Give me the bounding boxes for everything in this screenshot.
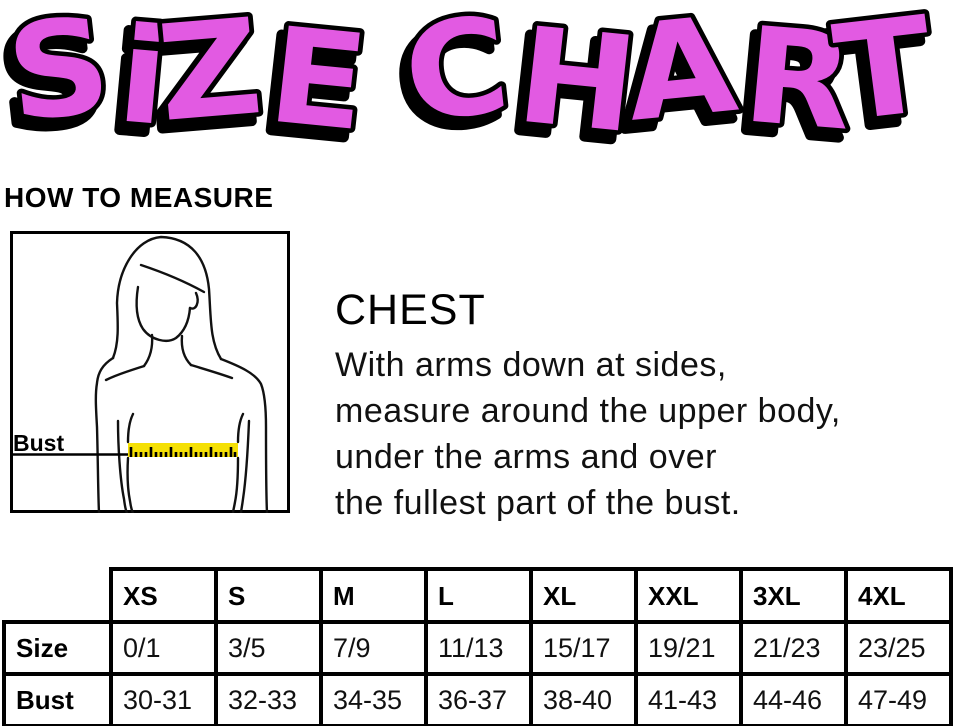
table-cell: 0/1 [109, 620, 218, 676]
hair-outline [111, 235, 223, 361]
arm-outer-right [219, 357, 269, 513]
table-cell: 47-49 [844, 672, 953, 726]
row-label-bust: Bust [2, 672, 113, 726]
how-to-measure-heading: HOW TO MEASURE [4, 182, 274, 213]
col-header-xxl: XXL [634, 567, 743, 624]
col-header-m: M [319, 567, 428, 624]
table-cell: 7/9 [319, 620, 428, 676]
row-label-size: Size [2, 620, 113, 676]
table-cell: 15/17 [529, 620, 638, 676]
col-header-xl: XL [529, 567, 638, 624]
measure-figure: Bust [10, 231, 290, 513]
clavicle-right [189, 363, 234, 380]
arm-inner-left [116, 419, 129, 513]
table-row-size: Size 0/1 3/5 7/9 11/13 15/17 19/21 21/23… [2, 620, 953, 676]
face-outline [135, 285, 192, 342]
table-cell: 21/23 [739, 620, 848, 676]
fringe-line [139, 263, 206, 294]
bust-label: Bust [13, 430, 64, 456]
torso-right-upper [236, 412, 245, 444]
torso-left-upper [126, 412, 135, 444]
chest-heading: CHEST [335, 286, 486, 334]
table-cell: 19/21 [634, 620, 743, 676]
size-chart-title: SiZE CHART SiZE CHART [0, 0, 946, 165]
ear-outline [188, 291, 199, 310]
torso-left-lower [126, 456, 135, 513]
table-cell: 23/25 [844, 620, 953, 676]
table-cell: 44-46 [739, 672, 848, 726]
table-cell: 30-31 [109, 672, 218, 726]
table-cell: 3/5 [214, 620, 323, 676]
torso-right-lower [231, 456, 240, 513]
table-cell: 41-43 [634, 672, 743, 726]
size-table: XS S M L XL XXL 3XL 4XL Size 0/1 3/5 7/9… [2, 567, 953, 726]
title-text: SiZE CHART [1, 0, 942, 164]
woman-outline [94, 235, 269, 513]
arm-inner-right [239, 419, 251, 513]
table-corner-cell [4, 569, 111, 622]
table-cell: 34-35 [319, 672, 428, 726]
table-cell: 38-40 [529, 672, 638, 726]
neck-left [142, 333, 154, 368]
table-row-bust: Bust 30-31 32-33 34-35 36-37 38-40 41-43… [2, 672, 953, 726]
table-cell: 36-37 [424, 672, 533, 726]
col-header-l: L [424, 567, 533, 624]
col-header-3xl: 3XL [739, 567, 848, 624]
table-cell: 32-33 [214, 672, 323, 726]
col-header-4xl: 4XL [844, 567, 953, 624]
col-header-xs: XS [109, 567, 218, 624]
tape-ticks-icon [129, 447, 237, 457]
chest-instructions: With arms down at sides, measure around … [335, 346, 841, 522]
table-header-row: XS S M L XL XXL 3XL 4XL [4, 567, 953, 624]
neck-right [180, 334, 193, 367]
col-header-s: S [214, 567, 323, 624]
arm-outer-left [94, 356, 115, 513]
figure-frame [10, 231, 290, 513]
clavicle-left [104, 364, 146, 382]
table-cell: 11/13 [424, 620, 533, 676]
